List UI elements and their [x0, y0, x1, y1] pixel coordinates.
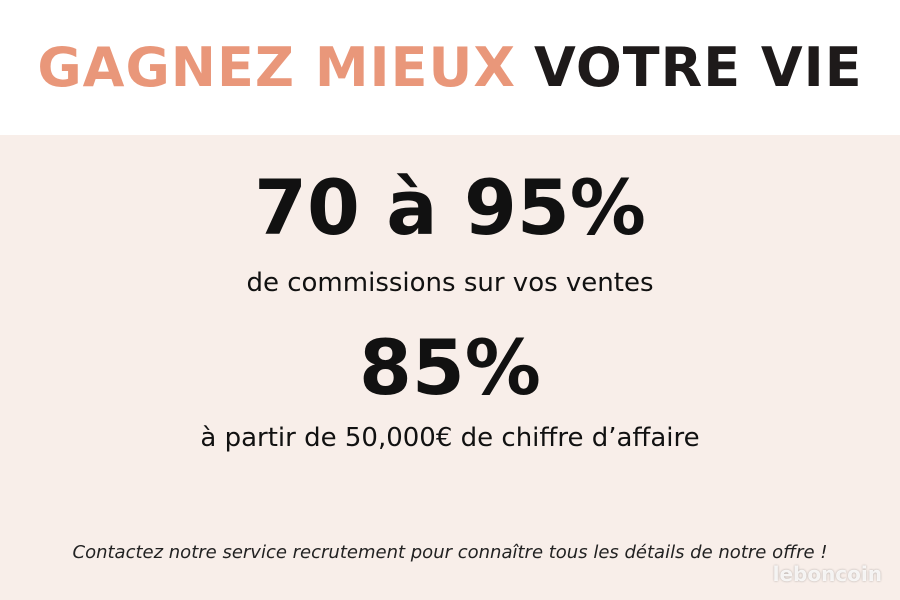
footer-note: Contactez notre service recrutement pour… [72, 542, 828, 563]
offer-text: à partir de 50,000€ de chiffre d’affaire [200, 423, 700, 453]
headline: 85% [359, 323, 541, 412]
content: 70 à 95% de commissions sur vos ventes 8… [0, 135, 900, 600]
watermark: leboncoin [772, 562, 882, 586]
offer-text: de commissions sur vos ventes [246, 268, 654, 298]
headline: 70 à 95% [254, 163, 646, 252]
title-part1: GAGNEZ MIEUX [37, 36, 517, 99]
header: GAGNEZ MIEUX VOTRE VIE [0, 0, 900, 135]
title-part2: VOTRE VIE [534, 36, 863, 99]
